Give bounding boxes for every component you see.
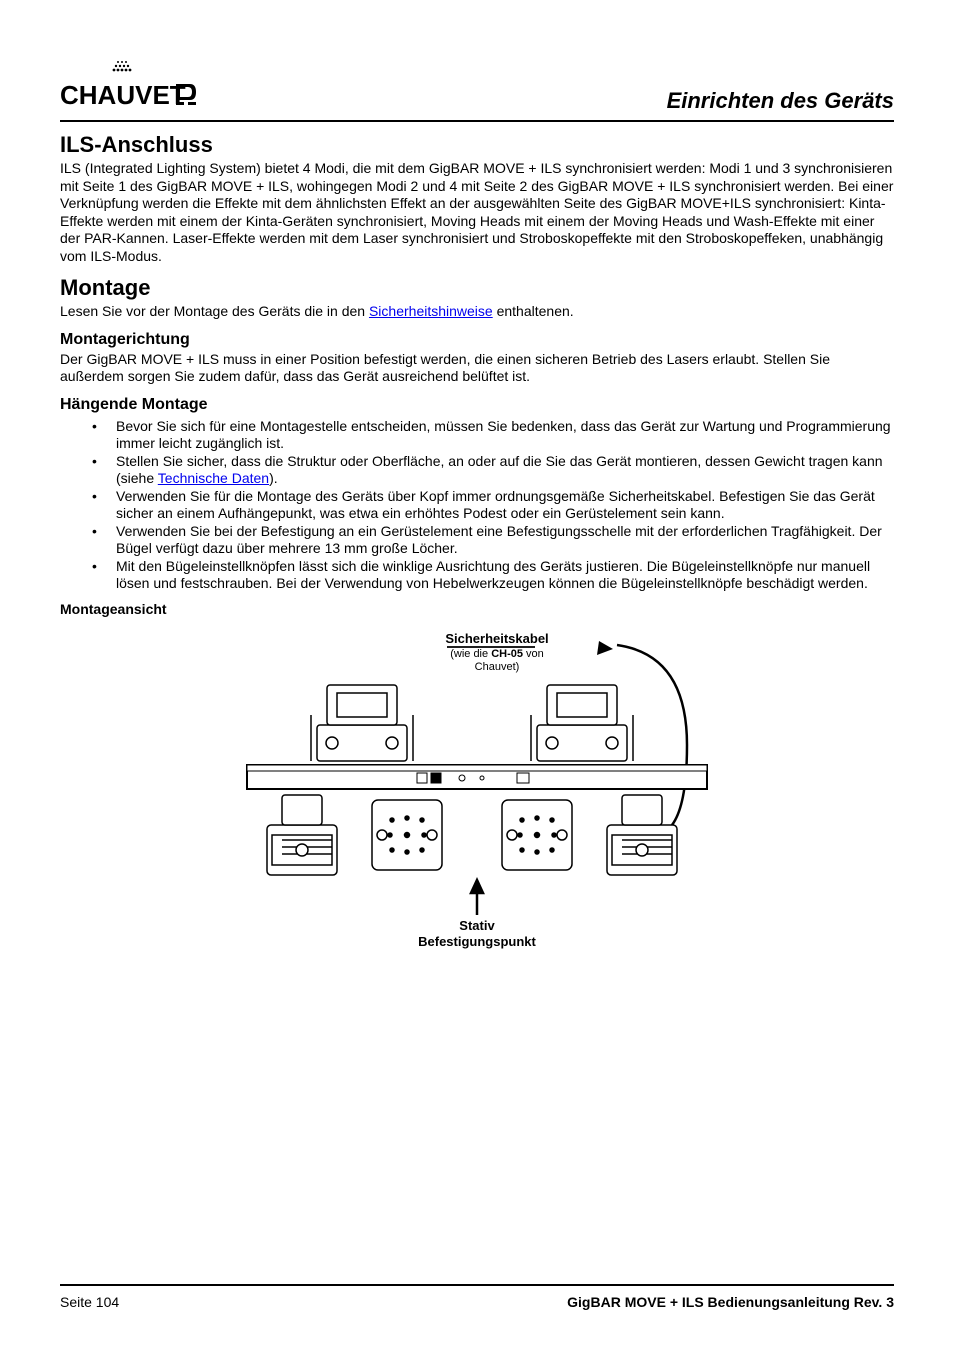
bullet2-post: ). bbox=[269, 470, 278, 486]
list-item: Verwenden Sie bei der Befestigung an ein… bbox=[116, 523, 894, 558]
heading-montage: Montage bbox=[60, 275, 894, 301]
label-safety-sub1: (wie die CH-05 von bbox=[450, 648, 544, 660]
svg-text:CHAUVET: CHAUVET bbox=[60, 80, 186, 110]
footer-rule bbox=[60, 1284, 894, 1286]
section-title: Einrichten des Geräts bbox=[667, 88, 894, 114]
link-technische-daten[interactable]: Technische Daten bbox=[158, 470, 269, 486]
heading-haengende-montage: Hängende Montage bbox=[60, 396, 894, 414]
label-safety-cable: Sicherheitskabel bbox=[445, 631, 548, 646]
heading-montagerichtung: Montagerichtung bbox=[60, 331, 894, 349]
bullet-list-hanging: Bevor Sie sich für eine Montagestelle en… bbox=[60, 418, 894, 593]
page-footer: Seite 104 GigBAR MOVE + ILS Bedienungsan… bbox=[60, 1284, 894, 1310]
paragraph-montagerichtung: Der GigBAR MOVE + ILS muss in einer Posi… bbox=[60, 351, 894, 386]
montage-intro-post: enthaltenen. bbox=[493, 303, 574, 319]
list-item: Stellen Sie sicher, dass die Struktur od… bbox=[116, 453, 894, 488]
brand-logo: CHAUVET bbox=[60, 60, 200, 114]
footer-page-number: Seite 104 bbox=[60, 1294, 119, 1310]
mounting-diagram-svg: Sicherheitskabel (wie die CH-05 von Chau… bbox=[217, 625, 737, 955]
chauvet-logo-icon: CHAUVET bbox=[60, 60, 200, 114]
label-safety-sub2: Chauvet) bbox=[475, 661, 520, 673]
mounting-diagram: Sicherheitskabel (wie die CH-05 von Chau… bbox=[60, 625, 894, 955]
link-sicherheitshinweise[interactable]: Sicherheitshinweise bbox=[369, 303, 493, 319]
montage-intro-pre: Lesen Sie vor der Montage des Geräts die… bbox=[60, 303, 369, 319]
page-header: CHAUVET Einrichten des Geräts bbox=[60, 60, 894, 122]
paragraph-ils: ILS (Integrated Lighting System) bietet … bbox=[60, 160, 894, 265]
list-item: Mit den Bügeleinstellknöpfen lässt sich … bbox=[116, 558, 894, 593]
paragraph-montage-intro: Lesen Sie vor der Montage des Geräts die… bbox=[60, 303, 894, 321]
label-befestigungspunkt: Befestigungspunkt bbox=[418, 934, 536, 949]
heading-montageansicht: Montageansicht bbox=[60, 601, 894, 617]
list-item: Verwenden Sie für die Montage des Geräts… bbox=[116, 488, 894, 523]
heading-ils: ILS-Anschluss bbox=[60, 132, 894, 158]
footer-doc-title: GigBAR MOVE + ILS Bedienungsanleitung Re… bbox=[567, 1294, 894, 1310]
label-stativ: Stativ bbox=[459, 918, 495, 933]
list-item: Bevor Sie sich für eine Montagestelle en… bbox=[116, 418, 894, 453]
